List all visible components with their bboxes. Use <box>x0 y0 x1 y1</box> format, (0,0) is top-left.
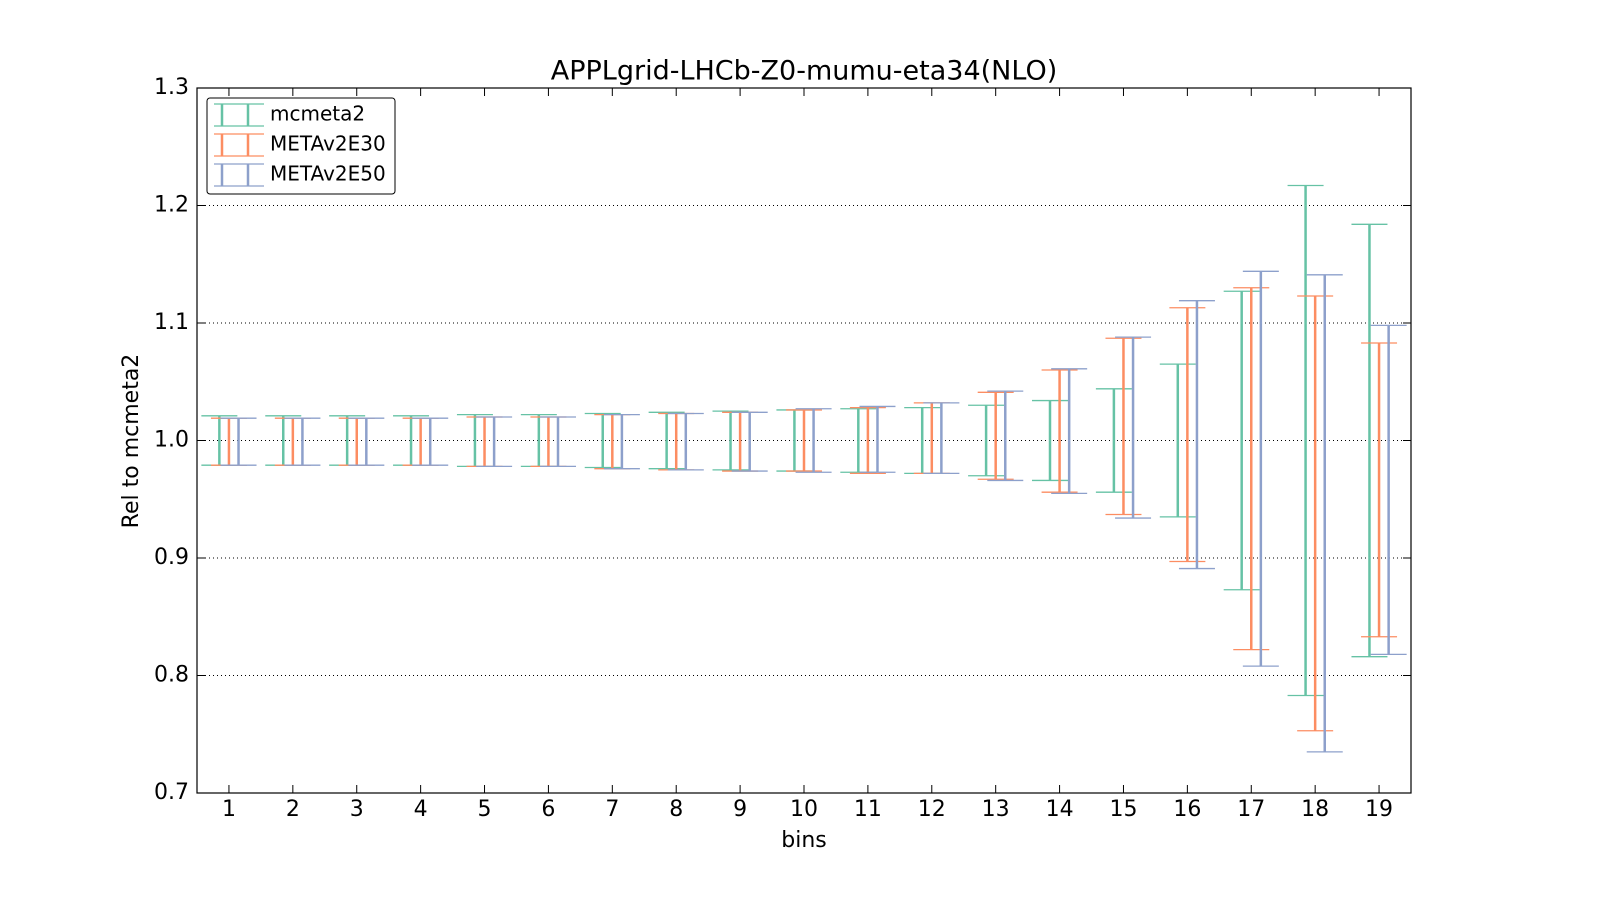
x-tick-label: 9 <box>733 797 747 822</box>
y-tick-label: 0.9 <box>154 545 189 570</box>
error-bar <box>1370 324 1407 655</box>
x-tick-label: 14 <box>1046 797 1074 822</box>
error-bar <box>913 402 950 475</box>
error-bar <box>1233 287 1270 651</box>
x-tick-label: 19 <box>1365 797 1393 822</box>
chart-title: APPLgrid-LHCb-Z0-mumu-eta34(NLO) <box>551 56 1057 87</box>
error-bar <box>594 413 631 470</box>
y-tick-label: 1.1 <box>154 310 189 335</box>
error-bar <box>456 413 493 468</box>
x-tick-label: 1 <box>222 797 236 822</box>
y-tick-label: 1.2 <box>154 193 189 218</box>
error-bar <box>1169 307 1206 563</box>
legend-label: METAv2E30 <box>270 132 386 156</box>
error-bar <box>786 409 822 472</box>
error-bar <box>1242 270 1279 667</box>
x-tick-label: 4 <box>414 797 428 822</box>
x-tick-label: 2 <box>286 797 300 822</box>
y-tick-label: 1.0 <box>154 428 189 453</box>
error-bar <box>987 390 1024 482</box>
legend: mcmeta2 METAv2E30 METAv2E50 <box>206 97 396 195</box>
x-tick-label: 11 <box>854 797 882 822</box>
y-tick-label: 0.8 <box>154 663 189 688</box>
error-bar <box>338 417 375 466</box>
error-bar <box>584 412 621 469</box>
error-bar <box>603 413 640 470</box>
error-bar <box>1115 336 1152 519</box>
error-bar <box>1297 295 1334 732</box>
error-bar <box>210 417 247 466</box>
x-tick-label: 10 <box>790 797 818 822</box>
error-bar <box>540 416 577 468</box>
plot-frame <box>196 87 1412 794</box>
x-tick-label: 12 <box>918 797 946 822</box>
error-bar <box>648 411 685 470</box>
error-bar <box>1223 290 1260 591</box>
x-tick-label: 18 <box>1301 797 1329 822</box>
error-bar <box>859 405 896 473</box>
y-axis-label: Rel to mcmeta2 <box>119 354 144 529</box>
error-bar <box>220 417 257 466</box>
error-bar <box>393 415 430 466</box>
x-tick-label: 5 <box>478 797 492 822</box>
error-bar <box>968 404 1005 477</box>
error-bar <box>923 402 960 475</box>
x-tick-label: 8 <box>669 797 683 822</box>
error-bar <box>274 417 311 466</box>
y-tick-label: 0.7 <box>154 780 189 805</box>
error-bar <box>201 415 238 466</box>
error-bar <box>849 406 886 475</box>
error-bar <box>712 410 749 471</box>
error-bar <box>284 417 321 466</box>
error-bar <box>722 411 759 472</box>
error-bar <box>1095 388 1132 493</box>
error-bar <box>329 415 366 466</box>
x-tick-label: 13 <box>982 797 1010 822</box>
error-bar <box>1361 342 1398 638</box>
error-bar <box>530 416 567 468</box>
error-bar <box>265 415 302 466</box>
x-tick-label: 7 <box>605 797 619 822</box>
error-bar <box>1051 368 1088 495</box>
x-tick-label: 15 <box>1109 797 1137 822</box>
x-tick-label: 3 <box>350 797 364 822</box>
legend-label: mcmeta2 <box>270 102 365 126</box>
error-bar <box>1031 399 1068 482</box>
error-bar <box>466 416 503 468</box>
error-bar <box>1306 274 1343 753</box>
legend-label: METAv2E50 <box>270 162 386 186</box>
error-bar <box>1351 223 1388 658</box>
error-bar <box>1041 369 1078 493</box>
x-tick-label: 16 <box>1173 797 1201 822</box>
error-bar <box>1159 363 1196 518</box>
x-axis-label: bins <box>781 828 826 853</box>
error-bar <box>977 391 1014 480</box>
legend-frame <box>206 97 396 195</box>
error-bar <box>731 411 768 472</box>
error-bar <box>795 408 832 473</box>
error-bar <box>476 416 513 468</box>
error-bar <box>658 412 695 471</box>
error-bar <box>348 417 385 466</box>
error-bar <box>412 417 449 466</box>
error-bar <box>402 417 439 466</box>
error-bar <box>1287 184 1324 697</box>
error-bar <box>520 413 557 468</box>
x-tick-label: 17 <box>1237 797 1265 822</box>
error-bar <box>1105 337 1142 516</box>
error-bar <box>1178 300 1215 570</box>
error-bar <box>667 412 704 471</box>
y-tick-label: 1.3 <box>154 75 189 100</box>
x-tick-label: 6 <box>541 797 555 822</box>
